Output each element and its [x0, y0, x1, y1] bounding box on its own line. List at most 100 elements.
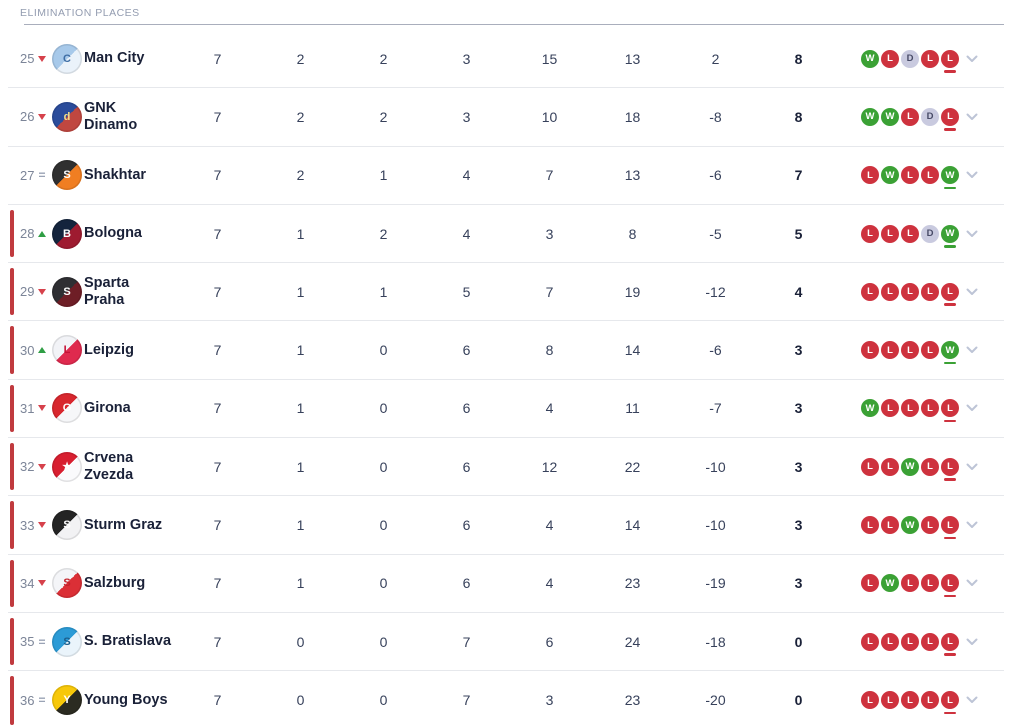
stat-wins: 2 [296, 167, 305, 184]
leipzig-crest-icon: L [52, 335, 82, 366]
team-name[interactable]: Bologna [84, 225, 142, 242]
stat-goals-for: 3 [545, 225, 554, 242]
team-name[interactable]: Salzburg [84, 574, 146, 591]
form-result-l-icon: L [901, 574, 919, 593]
form-result-d-icon: D [921, 224, 939, 243]
team-name[interactable]: Girona [84, 400, 131, 417]
chevron-down-icon[interactable] [966, 404, 978, 412]
bologna-crest-icon: B [52, 218, 82, 249]
team-name[interactable]: Leipzig [84, 341, 134, 358]
stat-points: 4 [794, 283, 803, 300]
movement-icon [38, 347, 47, 354]
form-result-l-icon: L [881, 341, 899, 360]
stat-played: 7 [213, 50, 222, 67]
stat-goal-diff: 2 [711, 50, 720, 67]
chevron-down-icon[interactable] [966, 579, 978, 587]
stat-played: 7 [213, 225, 222, 242]
stat-points: 8 [794, 108, 803, 125]
stat-played: 7 [213, 692, 222, 709]
table-row[interactable]: 32 ★ Crvena Zvezda 7 1 0 6 12 22 -10 3 L… [8, 438, 1004, 497]
stat-draws: 0 [379, 342, 388, 359]
chevron-down-icon[interactable] [966, 346, 978, 354]
stat-goals-against: 23 [624, 692, 641, 709]
form-result-w-icon: W [941, 166, 959, 190]
stat-goals-against: 14 [624, 517, 641, 534]
stat-played: 7 [213, 517, 222, 534]
stat-goal-diff: -12 [705, 283, 726, 300]
chevron-down-icon[interactable] [966, 55, 978, 63]
form-result-l-icon: L [901, 282, 919, 301]
stat-goals-against: 18 [624, 108, 641, 125]
movement-icon: = [38, 168, 46, 183]
team-name[interactable]: Shakhtar [84, 166, 147, 183]
position-number: 33 [20, 517, 35, 533]
chevron-down-icon[interactable] [966, 521, 978, 529]
chevron-down-icon[interactable] [966, 288, 978, 296]
stat-goal-diff: -18 [705, 633, 726, 650]
form-result-l-icon: L [881, 457, 899, 476]
position-number: 32 [20, 459, 35, 475]
form-result-l-icon: L [901, 399, 919, 418]
movement-icon [38, 113, 47, 120]
team-name[interactable]: Sparta Praha [84, 275, 130, 308]
stat-losses: 6 [462, 458, 471, 475]
position-number: 28 [20, 226, 35, 242]
chevron-down-icon[interactable] [966, 463, 978, 471]
chevron-down-icon[interactable] [966, 638, 978, 646]
chevron-down-icon[interactable] [966, 113, 978, 121]
stat-losses: 5 [462, 283, 471, 300]
position-cell: 26 [18, 109, 50, 124]
stat-goals-against: 14 [624, 342, 641, 359]
form-result-w-icon: W [941, 341, 959, 365]
stat-goals-against: 8 [628, 225, 637, 242]
team-name[interactable]: Crvena Zvezda [84, 450, 134, 483]
form-result-l-icon: L [941, 574, 959, 598]
position-cell: 28 [18, 226, 50, 241]
chevron-down-icon[interactable] [966, 171, 978, 179]
man-city-crest-icon: C [52, 43, 82, 74]
team-name[interactable]: GNK Dinamo [84, 100, 138, 133]
team-name[interactable]: Sturm Graz [84, 516, 163, 533]
stat-losses: 6 [462, 575, 471, 592]
stat-wins: 1 [296, 458, 305, 475]
position-cell: 31 [18, 401, 50, 416]
form-result-l-icon: L [861, 341, 879, 360]
position-cell: 35 = [18, 634, 50, 649]
position-number: 29 [20, 284, 35, 300]
form-result-l-icon: L [921, 282, 939, 301]
team-badge-cell: S [50, 568, 84, 599]
team-name[interactable]: Young Boys [84, 692, 168, 709]
stat-goals-for: 10 [541, 108, 558, 125]
chevron-down-icon[interactable] [966, 696, 978, 704]
stat-goals-for: 15 [541, 50, 558, 67]
stat-points: 3 [794, 575, 803, 592]
form-result-l-icon: L [901, 224, 919, 243]
elimination-zone-bar [10, 559, 14, 607]
form-result-l-icon: L [901, 166, 919, 185]
form-result-l-icon: L [921, 632, 939, 651]
elimination-zone-bar [10, 384, 14, 433]
team-badge-cell: Y [50, 685, 84, 716]
form-result-l-icon: L [941, 691, 959, 715]
position-cell: 33 [18, 518, 50, 533]
table-row[interactable]: 35 = S S. Bratislava 7 0 0 7 6 24 -18 0 … [8, 612, 1004, 672]
shakhtar-crest-icon: S [52, 160, 82, 191]
team-name[interactable]: Man City [84, 50, 145, 67]
chevron-down-icon[interactable] [966, 230, 978, 238]
team-badge-cell: B [50, 218, 84, 249]
team-name[interactable]: S. Bratislava [84, 633, 172, 650]
